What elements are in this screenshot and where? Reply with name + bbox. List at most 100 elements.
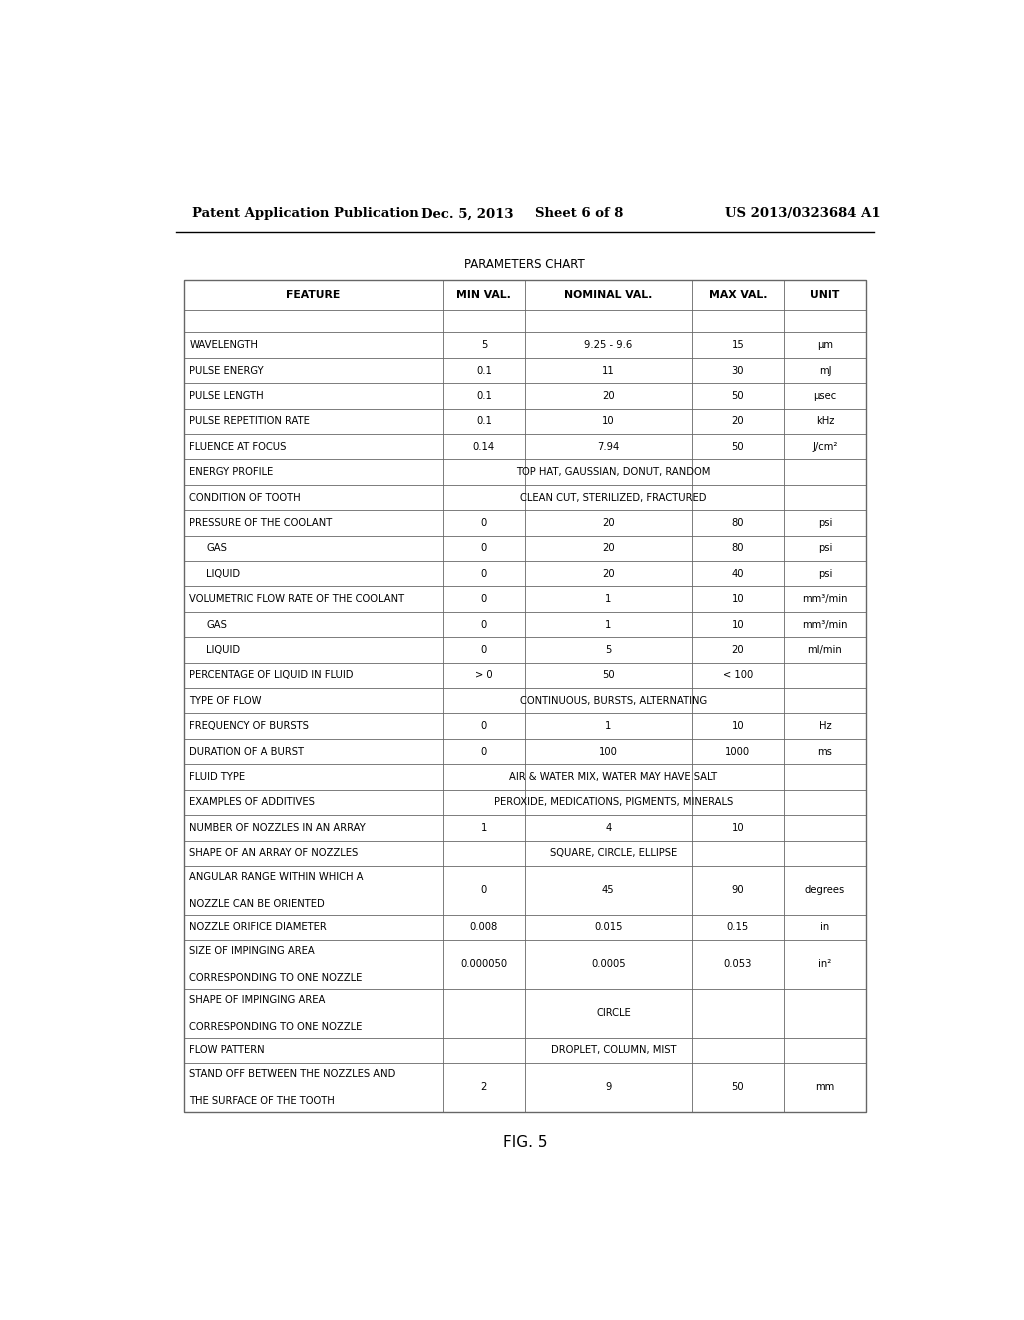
Text: 80: 80 bbox=[732, 517, 744, 528]
Text: SHAPE OF IMPINGING AREA: SHAPE OF IMPINGING AREA bbox=[189, 994, 326, 1005]
Text: 0: 0 bbox=[480, 569, 487, 578]
Text: 0.1: 0.1 bbox=[476, 366, 492, 375]
Text: 0.14: 0.14 bbox=[473, 442, 495, 451]
Text: 90: 90 bbox=[731, 886, 744, 895]
Text: 50: 50 bbox=[602, 671, 614, 680]
Text: 10: 10 bbox=[731, 721, 744, 731]
Text: J/cm²: J/cm² bbox=[812, 442, 838, 451]
Text: μm: μm bbox=[817, 341, 833, 350]
Text: 100: 100 bbox=[599, 747, 617, 756]
Text: 20: 20 bbox=[602, 544, 614, 553]
Text: mm³/min: mm³/min bbox=[802, 594, 848, 605]
Text: 0.0005: 0.0005 bbox=[591, 960, 626, 969]
Text: FREQUENCY OF BURSTS: FREQUENCY OF BURSTS bbox=[189, 721, 309, 731]
Text: PRESSURE OF THE COOLANT: PRESSURE OF THE COOLANT bbox=[189, 517, 333, 528]
Text: PARAMETERS CHART: PARAMETERS CHART bbox=[465, 259, 585, 271]
Text: SIZE OF IMPINGING AREA: SIZE OF IMPINGING AREA bbox=[189, 945, 315, 956]
Bar bbox=[183, 280, 866, 1111]
Text: 80: 80 bbox=[732, 544, 744, 553]
Text: 7.94: 7.94 bbox=[597, 442, 620, 451]
Text: 0: 0 bbox=[480, 619, 487, 630]
Text: DURATION OF A BURST: DURATION OF A BURST bbox=[189, 747, 304, 756]
Text: 4: 4 bbox=[605, 822, 611, 833]
Text: ANGULAR RANGE WITHIN WHICH A: ANGULAR RANGE WITHIN WHICH A bbox=[189, 871, 364, 882]
Text: STAND OFF BETWEEN THE NOZZLES AND: STAND OFF BETWEEN THE NOZZLES AND bbox=[189, 1069, 395, 1078]
Text: 0: 0 bbox=[480, 517, 487, 528]
Text: NOZZLE CAN BE ORIENTED: NOZZLE CAN BE ORIENTED bbox=[189, 899, 325, 909]
Text: 10: 10 bbox=[731, 619, 744, 630]
Text: 20: 20 bbox=[602, 569, 614, 578]
Text: TOP HAT, GAUSSIAN, DONUT, RANDOM: TOP HAT, GAUSSIAN, DONUT, RANDOM bbox=[516, 467, 711, 477]
Text: 30: 30 bbox=[732, 366, 744, 375]
Text: 1: 1 bbox=[480, 822, 487, 833]
Text: 45: 45 bbox=[602, 886, 614, 895]
Text: AIR & WATER MIX, WATER MAY HAVE SALT: AIR & WATER MIX, WATER MAY HAVE SALT bbox=[509, 772, 718, 781]
Text: 10: 10 bbox=[731, 594, 744, 605]
Text: 10: 10 bbox=[602, 416, 614, 426]
Text: degrees: degrees bbox=[805, 886, 845, 895]
Text: in: in bbox=[820, 923, 829, 932]
Text: 9: 9 bbox=[605, 1082, 611, 1092]
Text: MIN VAL.: MIN VAL. bbox=[457, 290, 511, 300]
Text: EXAMPLES OF ADDITIVES: EXAMPLES OF ADDITIVES bbox=[189, 797, 315, 808]
Text: FLUID TYPE: FLUID TYPE bbox=[189, 772, 246, 781]
Text: UNIT: UNIT bbox=[810, 290, 840, 300]
Text: 9.25 - 9.6: 9.25 - 9.6 bbox=[585, 341, 633, 350]
Text: ms: ms bbox=[817, 747, 833, 756]
Text: < 100: < 100 bbox=[723, 671, 753, 680]
Text: Patent Application Publication: Patent Application Publication bbox=[191, 207, 418, 220]
Text: FEATURE: FEATURE bbox=[287, 290, 341, 300]
Text: NUMBER OF NOZZLES IN AN ARRAY: NUMBER OF NOZZLES IN AN ARRAY bbox=[189, 822, 366, 833]
Text: 20: 20 bbox=[602, 517, 614, 528]
Text: 40: 40 bbox=[732, 569, 744, 578]
Text: CONTINUOUS, BURSTS, ALTERNATING: CONTINUOUS, BURSTS, ALTERNATING bbox=[520, 696, 708, 706]
Text: 20: 20 bbox=[731, 645, 744, 655]
Text: mm³/min: mm³/min bbox=[802, 619, 848, 630]
Text: 0: 0 bbox=[480, 747, 487, 756]
Text: ENERGY PROFILE: ENERGY PROFILE bbox=[189, 467, 273, 477]
Text: 0: 0 bbox=[480, 645, 487, 655]
Text: ml/min: ml/min bbox=[808, 645, 843, 655]
Text: psi: psi bbox=[818, 569, 833, 578]
Text: LIQUID: LIQUID bbox=[206, 569, 241, 578]
Text: 0.008: 0.008 bbox=[470, 923, 498, 932]
Text: > 0: > 0 bbox=[475, 671, 493, 680]
Text: 2: 2 bbox=[480, 1082, 487, 1092]
Text: PEROXIDE, MEDICATIONS, PIGMENTS, MINERALS: PEROXIDE, MEDICATIONS, PIGMENTS, MINERAL… bbox=[494, 797, 733, 808]
Text: Hz: Hz bbox=[818, 721, 831, 731]
Text: 5: 5 bbox=[480, 341, 487, 350]
Text: kHz: kHz bbox=[816, 416, 835, 426]
Text: CLEAN CUT, STERILIZED, FRACTURED: CLEAN CUT, STERILIZED, FRACTURED bbox=[520, 492, 707, 503]
Text: 0.000050: 0.000050 bbox=[461, 960, 508, 969]
Text: 1: 1 bbox=[605, 594, 611, 605]
Text: CORRESPONDING TO ONE NOZZLE: CORRESPONDING TO ONE NOZZLE bbox=[189, 973, 362, 983]
Text: 15: 15 bbox=[731, 341, 744, 350]
Text: PERCENTAGE OF LIQUID IN FLUID: PERCENTAGE OF LIQUID IN FLUID bbox=[189, 671, 353, 680]
Text: CIRCLE: CIRCLE bbox=[596, 1008, 631, 1018]
Text: NOZZLE ORIFICE DIAMETER: NOZZLE ORIFICE DIAMETER bbox=[189, 923, 327, 932]
Text: in²: in² bbox=[818, 960, 831, 969]
Text: 0: 0 bbox=[480, 721, 487, 731]
Text: 5: 5 bbox=[605, 645, 611, 655]
Text: 0.1: 0.1 bbox=[476, 416, 492, 426]
Text: CORRESPONDING TO ONE NOZZLE: CORRESPONDING TO ONE NOZZLE bbox=[189, 1022, 362, 1032]
Text: 1: 1 bbox=[605, 619, 611, 630]
Text: 1: 1 bbox=[605, 721, 611, 731]
Text: 0: 0 bbox=[480, 886, 487, 895]
Text: Sheet 6 of 8: Sheet 6 of 8 bbox=[535, 207, 624, 220]
Text: CONDITION OF TOOTH: CONDITION OF TOOTH bbox=[189, 492, 301, 503]
Text: MAX VAL.: MAX VAL. bbox=[709, 290, 767, 300]
Text: FLUENCE AT FOCUS: FLUENCE AT FOCUS bbox=[189, 442, 287, 451]
Text: 0.1: 0.1 bbox=[476, 391, 492, 401]
Text: psi: psi bbox=[818, 544, 833, 553]
Text: 50: 50 bbox=[731, 442, 744, 451]
Text: NOMINAL VAL.: NOMINAL VAL. bbox=[564, 290, 652, 300]
Text: mm: mm bbox=[815, 1082, 835, 1092]
Text: WAVELENGTH: WAVELENGTH bbox=[189, 341, 258, 350]
Text: LIQUID: LIQUID bbox=[206, 645, 241, 655]
Text: 0: 0 bbox=[480, 594, 487, 605]
Text: 10: 10 bbox=[731, 822, 744, 833]
Text: FLOW PATTERN: FLOW PATTERN bbox=[189, 1045, 265, 1055]
Text: Dec. 5, 2013: Dec. 5, 2013 bbox=[421, 207, 513, 220]
Text: 0.053: 0.053 bbox=[724, 960, 752, 969]
